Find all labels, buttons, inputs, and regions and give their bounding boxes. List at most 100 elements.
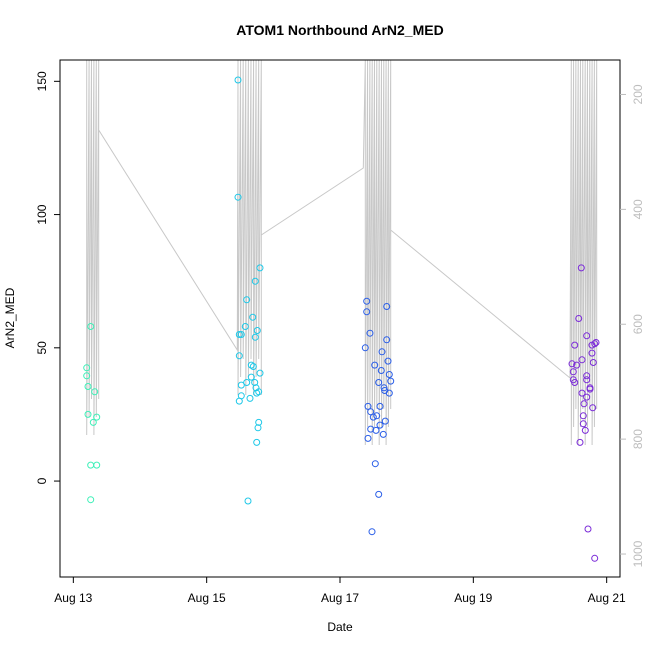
data-point [251, 277, 259, 285]
data-point [581, 426, 589, 434]
data-point [247, 361, 255, 369]
data-point [571, 379, 579, 386]
data-point [571, 341, 579, 349]
depth-trace [86, 59, 598, 446]
data-point [586, 385, 594, 393]
data-point [380, 384, 388, 392]
data-point [361, 344, 369, 352]
data-point [84, 410, 92, 418]
data-point [583, 332, 591, 340]
data-point [243, 296, 251, 304]
data-point [87, 323, 95, 330]
data-point [377, 367, 385, 374]
data-point [363, 308, 371, 316]
data-point [583, 376, 591, 384]
data-point [363, 297, 371, 305]
data-point [376, 402, 384, 410]
data-point [578, 356, 586, 364]
data-point [256, 264, 264, 272]
data-point [83, 372, 91, 380]
data-point [387, 377, 395, 385]
data-point [378, 348, 386, 356]
data-point [83, 364, 91, 372]
data-point [580, 400, 588, 408]
data-point [589, 359, 597, 366]
data-point [383, 336, 391, 344]
axes: Aug 13 Aug 15 Aug 17 Aug 19 Aug 21 0 50 100 150 2… [35, 59, 645, 605]
data-point [235, 331, 243, 338]
data-point [569, 368, 577, 376]
data-point [584, 525, 592, 533]
data-point [234, 76, 242, 84]
data-point [591, 340, 599, 348]
data-point [589, 404, 597, 412]
data-point [578, 389, 586, 397]
data-point [385, 389, 393, 397]
data-point [591, 554, 599, 562]
data-point [234, 193, 242, 201]
data-point [383, 303, 391, 310]
x-axis-label: Date [327, 620, 353, 634]
y2-tick-label: 800 [631, 429, 645, 449]
data-point [371, 460, 379, 468]
chart-title: ATOM1 Northbound ArN2_MED [236, 22, 443, 38]
y2-tick-label: 1000 [631, 540, 645, 567]
data-point [256, 369, 264, 377]
data-point [385, 371, 393, 378]
y-tick-label: 50 [35, 341, 49, 355]
data-point [575, 315, 583, 322]
data-point [583, 393, 591, 401]
data-point [592, 339, 600, 346]
data-point [381, 417, 389, 425]
data-point [579, 412, 587, 420]
data-point [368, 528, 376, 536]
y2-tick-label: 600 [631, 314, 645, 334]
plot-frame [59, 59, 621, 578]
data-point [255, 418, 263, 426]
data-point [576, 438, 584, 446]
data-point [369, 413, 377, 421]
y-tick-label: 150 [35, 71, 49, 91]
data-point [366, 329, 374, 337]
data-point [241, 323, 249, 330]
data-point [91, 388, 99, 396]
x-tick-label: Aug 17 [321, 591, 359, 605]
data-point [583, 372, 591, 380]
data-point [93, 461, 101, 469]
x-tick-label: Aug 13 [54, 591, 92, 605]
data-point [251, 333, 259, 341]
x-tick-label: Aug 19 [454, 591, 492, 605]
y-axis-label: ArN2_MED [3, 287, 17, 348]
data-point [364, 402, 372, 410]
y2-tick-label: 400 [631, 199, 645, 219]
data-point [249, 363, 257, 370]
data-point [364, 434, 372, 442]
data-point [588, 349, 596, 357]
data-point [579, 420, 587, 428]
data-point [253, 327, 261, 334]
data-point [235, 352, 243, 360]
y-tick-label: 0 [35, 477, 49, 484]
data-point [253, 438, 261, 446]
data-points [83, 76, 600, 562]
data-point [573, 361, 581, 369]
data-point [247, 373, 255, 381]
data-point [375, 379, 383, 386]
data-point [87, 496, 95, 504]
x-tick-label: Aug 15 [188, 591, 226, 605]
data-point [237, 381, 245, 389]
y-tick-label: 100 [35, 204, 49, 224]
y2-tick-label: 200 [631, 84, 645, 104]
data-point [237, 331, 245, 338]
data-point [577, 264, 585, 272]
data-point [372, 426, 380, 434]
data-point [243, 379, 251, 386]
data-point [244, 497, 252, 505]
depth-line [86, 59, 598, 446]
data-point [373, 412, 381, 420]
x-tick-label: Aug 21 [588, 591, 626, 605]
data-point [379, 430, 387, 438]
data-point [87, 461, 95, 469]
